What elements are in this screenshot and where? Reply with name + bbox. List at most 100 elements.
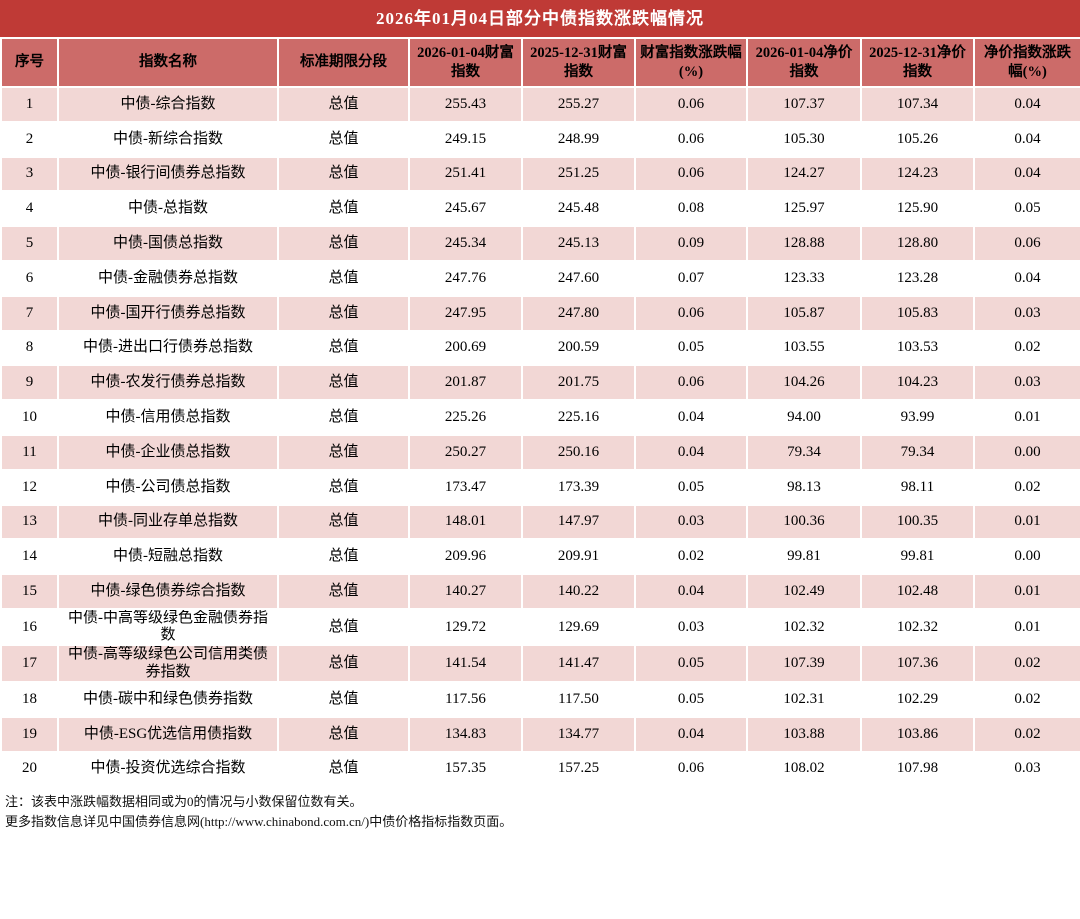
cell-wealth-index-old: 250.16 <box>521 433 636 471</box>
header-row: 序号 指数名称 标准期限分段 2026-01-04财富指数 2025-12-31… <box>0 37 1080 88</box>
cell-wealth-index-old: 201.75 <box>521 364 636 402</box>
cell-clean-price-old: 107.98 <box>860 750 975 788</box>
cell-wealth-index-old: 247.60 <box>521 259 636 297</box>
cell-index-name: 中债-同业存单总指数 <box>57 503 279 541</box>
cell-clean-price-new: 103.88 <box>746 715 862 753</box>
table-row: 6 中债-金融债券总指数 总值 247.76 247.60 0.07 123.3… <box>0 259 1080 297</box>
cell-index-name: 中债-ESG优选信用债指数 <box>57 715 279 753</box>
cell-serial: 20 <box>0 750 59 788</box>
cell-index-name: 中债-总指数 <box>57 190 279 228</box>
cell-index-name: 中债-高等级绿色公司信用类债券指数 <box>57 644 279 683</box>
cell-serial: 16 <box>0 607 59 647</box>
cell-wealth-index-new: 249.15 <box>408 120 523 158</box>
table-row: 2 中债-新综合指数 总值 249.15 248.99 0.06 105.30 … <box>0 120 1080 158</box>
cell-wealth-index-new: 201.87 <box>408 364 523 402</box>
cell-clean-price-change: 0.02 <box>973 680 1080 718</box>
cell-clean-price-old: 100.35 <box>860 503 975 541</box>
cell-clean-price-old: 105.26 <box>860 120 975 158</box>
cell-index-name: 中债-企业债总指数 <box>57 433 279 471</box>
cell-wealth-change: 0.04 <box>634 399 748 436</box>
footnote-rounding: 注：该表中涨跌幅数据相同或为0的情况与小数保留位数有关。 <box>5 794 363 810</box>
cell-clean-price-new: 98.13 <box>746 468 862 506</box>
cell-clean-price-new: 124.27 <box>746 155 862 193</box>
cell-clean-price-old: 102.32 <box>860 607 975 647</box>
cell-wealth-index-old: 251.25 <box>521 155 636 193</box>
cell-clean-price-new: 125.97 <box>746 190 862 228</box>
cell-clean-price-new: 107.37 <box>746 86 862 123</box>
cell-wealth-index-new: 255.43 <box>408 86 523 123</box>
cell-term-segment: 总值 <box>277 503 410 541</box>
cell-wealth-index-old: 129.69 <box>521 607 636 647</box>
cell-clean-price-change: 0.06 <box>973 225 1080 262</box>
cell-wealth-change: 0.06 <box>634 120 748 158</box>
cell-clean-price-change: 0.01 <box>973 399 1080 436</box>
cell-clean-price-change: 0.02 <box>973 715 1080 753</box>
cell-wealth-index-new: 157.35 <box>408 750 523 788</box>
cell-wealth-change: 0.06 <box>634 155 748 193</box>
cell-serial: 12 <box>0 468 59 506</box>
cell-term-segment: 总值 <box>277 607 410 647</box>
cell-term-segment: 总值 <box>277 468 410 506</box>
cell-term-segment: 总值 <box>277 680 410 718</box>
col-header-serial: 序号 <box>0 37 59 88</box>
cell-wealth-index-old: 147.97 <box>521 503 636 541</box>
cell-term-segment: 总值 <box>277 538 410 576</box>
col-header-clean-price-new: 2026-01-04净价指数 <box>746 37 862 88</box>
col-header-index-name: 指数名称 <box>57 37 279 88</box>
cell-wealth-index-new: 251.41 <box>408 155 523 193</box>
cell-wealth-index-new: 247.76 <box>408 259 523 297</box>
cell-serial: 1 <box>0 86 59 123</box>
cell-clean-price-old: 98.11 <box>860 468 975 506</box>
cell-clean-price-old: 123.28 <box>860 259 975 297</box>
cell-clean-price-old: 103.53 <box>860 329 975 367</box>
cell-wealth-index-old: 247.80 <box>521 294 636 332</box>
table-row: 10 中债-信用债总指数 总值 225.26 225.16 0.04 94.00… <box>0 399 1080 436</box>
table-row: 5 中债-国债总指数 总值 245.34 245.13 0.09 128.88 … <box>0 225 1080 262</box>
cell-index-name: 中债-投资优选综合指数 <box>57 750 279 788</box>
cell-wealth-change: 0.06 <box>634 294 748 332</box>
col-header-wealth-index-old: 2025-12-31财富指数 <box>521 37 636 88</box>
cell-clean-price-new: 103.55 <box>746 329 862 367</box>
cell-wealth-index-old: 225.16 <box>521 399 636 436</box>
cell-clean-price-new: 128.88 <box>746 225 862 262</box>
cell-serial: 8 <box>0 329 59 367</box>
cell-serial: 17 <box>0 644 59 683</box>
cell-clean-price-new: 102.49 <box>746 573 862 610</box>
cell-clean-price-change: 0.00 <box>973 538 1080 576</box>
cell-wealth-index-new: 141.54 <box>408 644 523 683</box>
cell-wealth-index-old: 245.13 <box>521 225 636 262</box>
cell-wealth-change: 0.08 <box>634 190 748 228</box>
cell-index-name: 中债-综合指数 <box>57 86 279 123</box>
cell-serial: 5 <box>0 225 59 262</box>
cell-serial: 9 <box>0 364 59 402</box>
cell-clean-price-old: 102.29 <box>860 680 975 718</box>
cell-term-segment: 总值 <box>277 329 410 367</box>
cell-wealth-index-old: 245.48 <box>521 190 636 228</box>
table-row: 15 中债-绿色债券综合指数 总值 140.27 140.22 0.04 102… <box>0 573 1080 610</box>
table-body: 1 中债-综合指数 总值 255.43 255.27 0.06 107.37 1… <box>0 86 1080 788</box>
cell-serial: 4 <box>0 190 59 228</box>
cell-wealth-index-new: 200.69 <box>408 329 523 367</box>
cell-clean-price-new: 123.33 <box>746 259 862 297</box>
cell-index-name: 中债-信用债总指数 <box>57 399 279 436</box>
cell-clean-price-old: 105.83 <box>860 294 975 332</box>
cell-wealth-change: 0.05 <box>634 680 748 718</box>
cell-wealth-change: 0.06 <box>634 364 748 402</box>
cell-term-segment: 总值 <box>277 190 410 228</box>
cell-wealth-index-old: 255.27 <box>521 86 636 123</box>
cell-clean-price-change: 0.05 <box>973 190 1080 228</box>
table-row: 14 中债-短融总指数 总值 209.96 209.91 0.02 99.81 … <box>0 538 1080 576</box>
cell-clean-price-new: 104.26 <box>746 364 862 402</box>
cell-wealth-change: 0.05 <box>634 644 748 683</box>
cell-wealth-change: 0.05 <box>634 468 748 506</box>
cell-term-segment: 总值 <box>277 120 410 158</box>
cell-wealth-index-old: 200.59 <box>521 329 636 367</box>
cell-term-segment: 总值 <box>277 715 410 753</box>
cell-index-name: 中债-银行间债券总指数 <box>57 155 279 193</box>
cell-wealth-change: 0.03 <box>634 607 748 647</box>
table-row: 11 中债-企业债总指数 总值 250.27 250.16 0.04 79.34… <box>0 433 1080 471</box>
cell-term-segment: 总值 <box>277 294 410 332</box>
cell-clean-price-change: 0.03 <box>973 364 1080 402</box>
cell-clean-price-new: 102.31 <box>746 680 862 718</box>
